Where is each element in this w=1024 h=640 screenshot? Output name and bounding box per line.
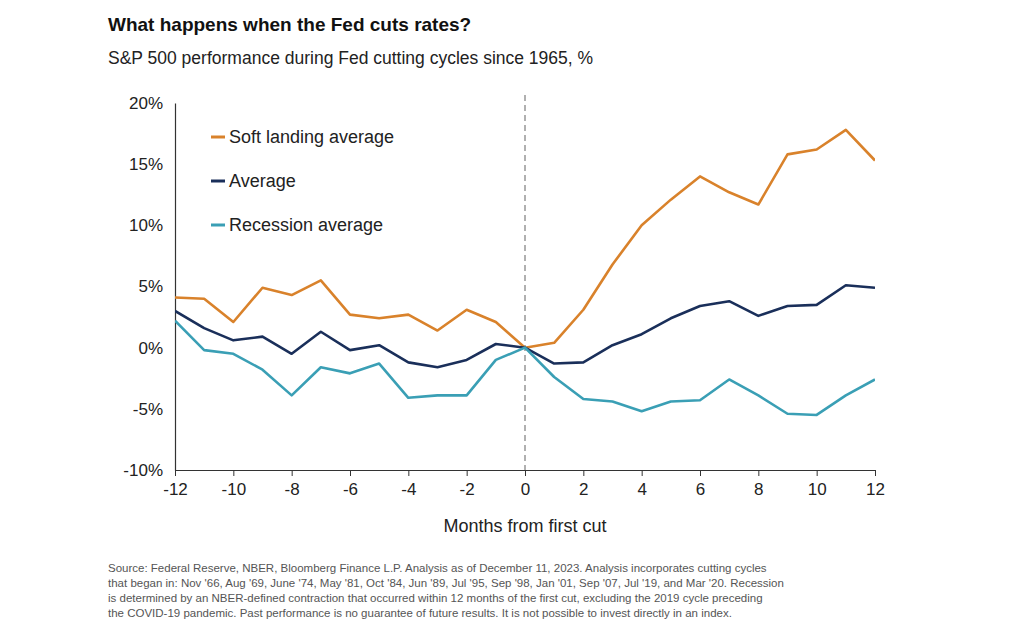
- x-tick: 0: [521, 470, 530, 499]
- x-tick-mark: [525, 470, 526, 476]
- footnote-line: that began in: Nov '66, Aug '69, June '7…: [108, 577, 784, 589]
- footnote-line: is determined by an NBER-defined contrac…: [108, 592, 763, 604]
- y-axis: -10% -5% 0% 5% 10% 15% 20%: [123, 94, 175, 480]
- series-line: [175, 285, 875, 367]
- title: What happens when the Fed cuts rates?: [108, 14, 471, 35]
- y-tick-label: -5%: [133, 400, 163, 419]
- subtitle: S&P 500 performance during Fed cutting c…: [108, 48, 593, 68]
- y-tick: 5%: [138, 277, 175, 296]
- y-axis-line: [175, 104, 176, 471]
- x-tick-mark: [408, 470, 409, 476]
- legend-label: Recession average: [229, 215, 383, 235]
- x-tick-label: 10: [808, 480, 827, 499]
- x-tick-label: -6: [343, 480, 358, 499]
- y-tick: 0%: [138, 339, 175, 358]
- legend-swatch: [211, 136, 225, 139]
- x-tick-label: -12: [163, 480, 188, 499]
- x-tick: 8: [754, 470, 763, 499]
- first-cut-line: [524, 95, 526, 470]
- x-tick: 6: [696, 470, 705, 499]
- x-tick-mark: [233, 470, 234, 476]
- legend-swatch: [211, 180, 225, 183]
- series-line: [175, 321, 875, 415]
- x-tick: -10: [222, 470, 247, 499]
- y-tick: 15%: [129, 155, 175, 174]
- x-tick: -8: [285, 470, 300, 499]
- legend: Soft landing average Average Recession ave…: [211, 127, 394, 235]
- y-tick-label: -10%: [123, 461, 163, 480]
- x-tick-label: 12: [866, 480, 885, 499]
- legend-swatch: [211, 224, 225, 227]
- x-tick-label: 8: [754, 480, 763, 499]
- x-tick-mark: [292, 470, 293, 476]
- x-tick: -4: [401, 470, 416, 499]
- x-tick-mark: [817, 470, 818, 476]
- y-tick-label: 0%: [138, 339, 163, 358]
- x-tick: -12: [163, 470, 188, 499]
- y-tick: 10%: [129, 216, 175, 235]
- x-tick-mark: [467, 470, 468, 476]
- x-tick-mark: [175, 470, 176, 476]
- footnote: Source: Federal Reserve, NBER, Bloomberg…: [108, 562, 784, 619]
- x-tick-mark: [758, 470, 759, 476]
- x-tick-mark: [583, 470, 584, 476]
- x-axis-title: Months from first cut: [443, 516, 606, 536]
- y-tick-label: 5%: [138, 277, 163, 296]
- x-axis: -12 -10 -8 -6 -4 -2 0 2 4 6 8 10 12: [163, 470, 885, 499]
- x-tick-label: 4: [637, 480, 646, 499]
- y-tick: -5%: [133, 400, 175, 419]
- x-tick-label: -8: [285, 480, 300, 499]
- x-tick: -6: [343, 470, 358, 499]
- legend-label: Average: [229, 171, 296, 191]
- legend-label: Soft landing average: [229, 127, 394, 147]
- footnote-line: Source: Federal Reserve, NBER, Bloomberg…: [108, 562, 767, 574]
- lines: [175, 130, 875, 415]
- x-tick-label: -10: [222, 480, 247, 499]
- y-tick: -10%: [123, 461, 175, 480]
- x-tick-label: 6: [696, 480, 705, 499]
- legend-item: Recession average: [211, 215, 383, 235]
- y-tick-label: 10%: [129, 216, 163, 235]
- y-tick: 20%: [129, 94, 175, 113]
- y-tick-label: 20%: [129, 94, 163, 113]
- x-tick: -2: [460, 470, 475, 499]
- x-tick-mark: [875, 470, 876, 476]
- x-tick-label: 2: [579, 480, 588, 499]
- legend-item: Soft landing average: [211, 127, 394, 147]
- x-tick: 2: [579, 470, 588, 499]
- x-tick-label: -4: [401, 480, 416, 499]
- legend-item: Average: [211, 171, 296, 191]
- y-tick-label: 15%: [129, 155, 163, 174]
- x-tick: 4: [637, 470, 646, 499]
- x-tick-mark: [350, 470, 351, 476]
- x-tick-mark: [700, 470, 701, 476]
- x-tick: 10: [808, 470, 827, 499]
- x-tick-mark: [642, 470, 643, 476]
- chart: What happens when the Fed cuts rates? S&P…: [0, 0, 1024, 640]
- x-tick-label: 0: [521, 480, 530, 499]
- x-tick-label: -2: [460, 480, 475, 499]
- series-line: [175, 130, 875, 348]
- x-tick: 12: [866, 470, 885, 499]
- footnote-line: the COVID-19 pandemic. Past performance …: [108, 607, 732, 619]
